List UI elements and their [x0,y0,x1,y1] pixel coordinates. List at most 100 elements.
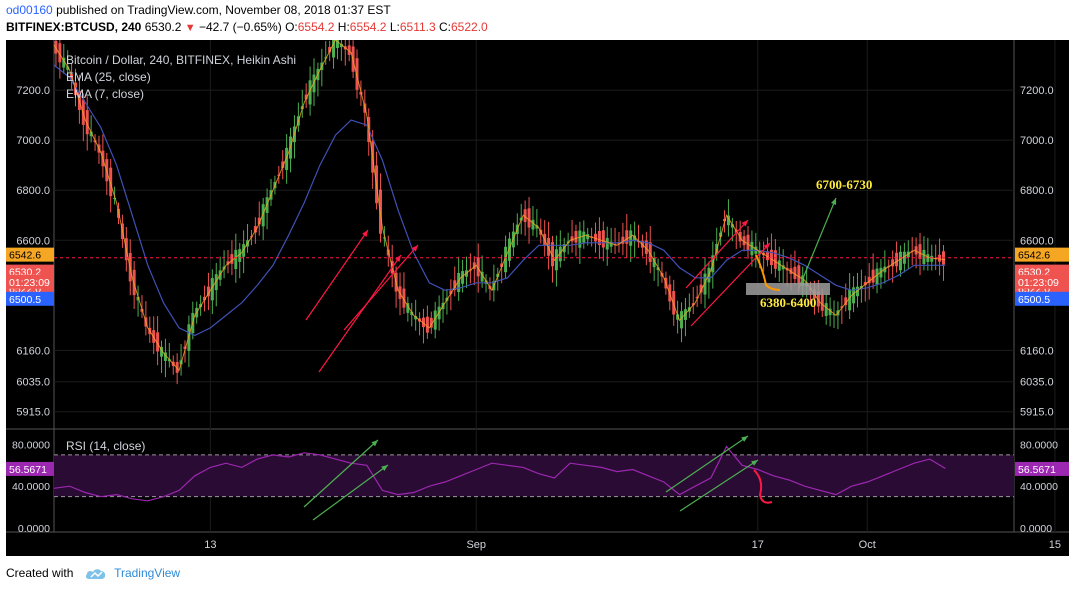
tradingview-link[interactable]: TradingView [114,566,181,580]
candle-body [402,288,406,308]
y-tick-label-right: 5915.0 [1020,407,1054,419]
candle-body [930,255,934,262]
target-up-label: 6700-6730 [816,177,872,192]
candle-body [832,314,836,316]
publisher-link[interactable]: od00160 [6,3,53,17]
projection-curve [755,254,781,291]
price-badge: 01:23:09 [1018,277,1059,289]
candle-body [723,218,727,222]
candle-body [746,234,750,251]
channel-arrow-head [411,245,418,252]
candle-body [308,80,312,105]
candle-body [206,286,210,297]
y-tick-label-left: 6035.0 [16,377,50,389]
rsi-legend: RSI (14, close) [66,439,145,453]
rsi-projection-curve [753,469,773,504]
chart-canvas[interactable]: 5915.0 5915.0 6035.0 6035.0 6160.0 6160.0 6600… [6,40,1069,556]
x-tick-label: Sep [466,539,486,551]
candle-body [484,280,488,284]
candle-body [160,346,164,357]
candle-body [918,244,922,259]
candle-body [425,316,429,333]
candle-body [85,110,89,135]
y-tick-label-left: 7200.0 [16,85,50,97]
ema-slow-line [53,64,946,337]
candle-body [66,66,70,70]
rsi-pane[interactable] [53,445,1014,502]
candle-body [793,266,797,279]
rsi-trend-arrow-head [751,460,758,466]
target-up-arrow [798,197,837,289]
candle-body [828,308,832,316]
candle-body [758,250,762,255]
target-down-label: 6380-6400 [760,295,816,310]
candle-body [601,230,605,248]
legend-ema-fast: EMA (7, close) [66,87,144,101]
price-badge: 01:23:09 [9,277,50,289]
rsi-badge-bg [6,461,54,476]
price-badge-bg [1015,247,1069,262]
candle-body [594,233,598,242]
candle-body [703,273,707,295]
candle-body [285,147,289,171]
x-tick-label: 17 [752,539,764,551]
candle-body [625,230,629,244]
close-value: 6522.0 [451,20,488,34]
price-axis[interactable]: 5915.0 5915.0 6035.0 6035.0 6160.0 6160.0 6600… [6,85,1069,535]
candle-body [472,262,476,269]
symbol-name[interactable]: BITFINEX:BTCUSD, 240 [6,20,142,34]
grid-lines [6,40,1069,533]
candle-body [109,167,113,197]
candle-body [633,235,637,242]
candle-body [210,278,214,301]
high-value: 6554.2 [349,20,387,34]
candle-body [863,281,867,286]
time-axis[interactable]: 13Sep17Oct15Nov12Dec [204,539,1069,551]
price-badge-bg [1015,274,1069,289]
candle-body [163,352,167,361]
candle-body [742,236,746,246]
rsi-tick-left: 80.0000 [12,439,50,451]
candle-body [656,267,660,271]
rsi-trend-arrow-head [741,436,748,442]
channel-arrow [318,254,402,373]
candle-body [726,215,730,226]
candle-body [730,224,734,228]
candle-body [578,230,582,248]
candle-body [609,241,613,247]
price-badge-bg [6,247,54,262]
candle-body [226,261,230,265]
candle-body [347,45,351,55]
close-label: C: [439,20,451,34]
price-change: −42.7 (−0.65%) [198,20,282,34]
rsi-tick-right: 40.0000 [1020,481,1058,493]
candle-body [683,309,687,320]
candle-body [895,252,899,267]
candle-body [312,74,316,93]
candle-body [597,230,601,246]
candle-body [676,314,680,320]
candle-body [433,310,437,330]
rsi-tick-right: 80.0000 [1020,439,1058,451]
down-arrow-icon: ▼ [184,22,196,34]
candle-body [875,268,879,285]
candle-body [926,254,930,262]
price-badge-bg [6,291,54,306]
candle-body [867,276,871,284]
candle-body [691,303,695,306]
candle-body [136,296,140,301]
candle-body [844,297,848,306]
candle-body [335,40,339,49]
candle-body [304,94,308,100]
y-tick-label-left: 6600.0 [16,235,50,247]
x-tick-label: Oct [859,539,876,551]
rsi-trend-arrow [665,435,749,493]
candle-body [879,267,883,278]
rsi-badge: 56.5671 [9,464,47,476]
price-badge-bg [6,274,54,289]
candle-body [531,219,535,230]
price-pane[interactable] [53,40,1014,385]
candle-body [156,332,160,352]
candle-body [523,209,527,222]
candle-body [824,303,828,316]
